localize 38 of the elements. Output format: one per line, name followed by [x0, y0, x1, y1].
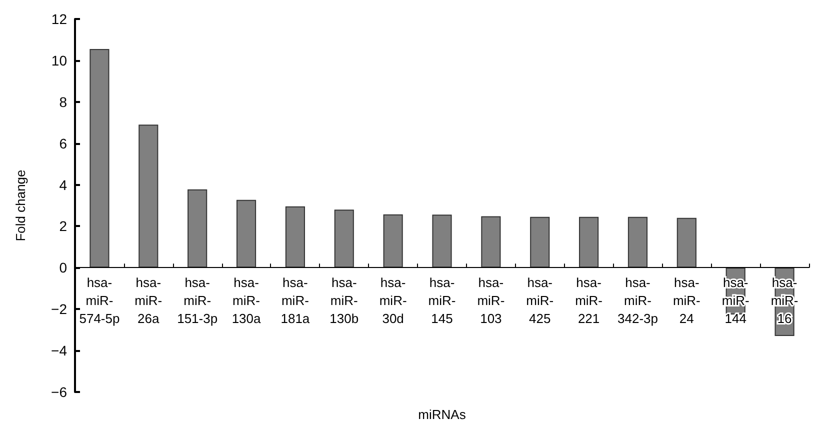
- y-tick-label: 0: [59, 260, 68, 276]
- bar: [236, 200, 256, 268]
- y-tick-label: −4: [51, 342, 68, 359]
- y-tick-label: 12: [51, 11, 68, 27]
- x-tick-label: hsa-miR-221: [575, 275, 603, 326]
- y-tick-label: 6: [59, 135, 68, 152]
- bar: [90, 49, 110, 268]
- bar: [628, 216, 648, 268]
- bar: [138, 124, 158, 268]
- x-tick-label: hsa-miR-145: [428, 275, 456, 326]
- x-tick-label: hsa-miR-342-3p: [617, 275, 658, 326]
- x-tick-label: hsa-miR-26a: [134, 275, 162, 326]
- bar: [579, 216, 599, 268]
- bar: [481, 216, 501, 268]
- bar: [432, 214, 452, 268]
- bar: [676, 218, 696, 268]
- y-tick-label: 10: [51, 52, 68, 68]
- y-tick-label: 4: [59, 176, 68, 193]
- y-axis-title: Fold change: [13, 170, 28, 242]
- x-tick-label: hsa-miR-130a: [232, 275, 262, 326]
- bar: [334, 210, 354, 268]
- x-tick-label: hsa-miR-24: [672, 275, 700, 326]
- x-tick-label: hsa-miR-181a: [280, 275, 310, 326]
- x-tick-label: hsa-miR-574-5p: [79, 275, 120, 326]
- x-tick-label: hsa-miR-151-3p: [177, 275, 218, 326]
- x-tick-label: hsa-miR-103: [477, 275, 505, 326]
- x-tick-label: hsa-miR-130b: [330, 275, 359, 326]
- y-tick-label: 2: [59, 218, 68, 234]
- y-tick-label: −2: [51, 301, 68, 318]
- y-tick-label: 8: [59, 94, 68, 110]
- bar: [285, 206, 305, 268]
- x-axis-title: miRNAs: [418, 407, 466, 422]
- y-tick-label: −6: [51, 384, 68, 400]
- x-tick-label: hsa-miR-30d: [379, 275, 407, 326]
- bar: [530, 216, 550, 268]
- bar: [188, 189, 208, 268]
- bar: [383, 214, 403, 268]
- x-tick-label: hsa-miR-425: [526, 275, 554, 326]
